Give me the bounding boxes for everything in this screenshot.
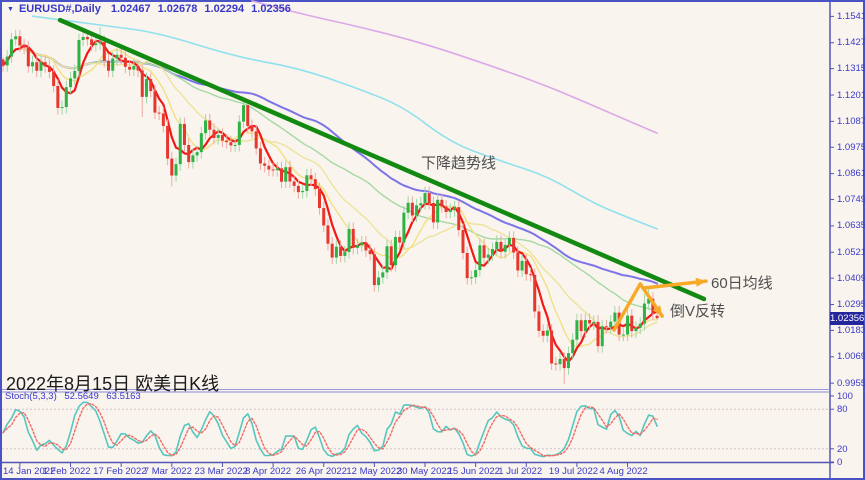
price-tick-label: 1.09750	[837, 141, 865, 153]
stoch-scale-label: 80	[837, 404, 848, 416]
ma60-label: 60日均线	[711, 275, 773, 292]
chart-title-bar: ▼ EURUSD#,Daily 1.02467 1.02678 1.02294 …	[7, 3, 298, 15]
time-tick-label: 8 Apr 2022	[245, 466, 292, 477]
reversal-label: 倒V反转	[670, 303, 726, 320]
time-tick-label: 14 Jan 2022	[3, 466, 56, 477]
time-tick-label: 1 Jul 2022	[498, 466, 543, 477]
ohlc-high: 1.02678	[157, 3, 198, 15]
time-tick-label: 17 Feb 2022	[93, 466, 147, 477]
ohlc-close: 1.02356	[251, 3, 291, 15]
ohlc-low: 1.02294	[204, 3, 245, 15]
trendline-label: 下降趋势线	[421, 155, 497, 172]
time-tick-label: 23 Mar 2022	[194, 466, 248, 477]
price-tick-label: 0.99550	[837, 377, 865, 389]
price-tick-label: 1.15410	[837, 10, 865, 22]
time-tick-label: 4 Aug 2022	[599, 466, 648, 477]
current-price-badge: 1.02356	[830, 311, 865, 325]
stoch-name: Stoch(5,3,3)	[5, 391, 57, 402]
time-tick-label: 15 Jun 2022	[447, 466, 500, 477]
price-tick-label: 1.02950	[837, 299, 865, 311]
time-tick-label: 19 Jul 2022	[548, 466, 599, 477]
symbol-title: EURUSD#,Daily	[18, 3, 101, 15]
time-tick-label: 7 Mar 2022	[143, 466, 192, 477]
time-tick-label: 26 Apr 2022	[295, 466, 347, 477]
stoch-k-value: 52.5649	[64, 391, 99, 402]
time-tick-label: 12 May 2022	[346, 466, 402, 477]
price-tick-label: 1.08610	[837, 168, 865, 180]
ohlc-open: 1.02467	[110, 3, 151, 15]
price-tick-label: 1.05210	[837, 246, 865, 258]
time-tick-label: 30 May 2022	[397, 466, 452, 477]
price-tick-label: 1.04090	[837, 272, 865, 284]
stoch-scale-label: 100	[837, 391, 853, 402]
date-caption: 2022年8月15日 欧美日K线	[6, 374, 220, 394]
symbol-dropdown-icon[interactable]: ▼	[7, 5, 14, 13]
price-tick-label: 1.12010	[837, 89, 865, 101]
stoch-d-value: 63.5163	[106, 391, 141, 402]
stoch-scale-label: 20	[837, 443, 848, 455]
time-tick-label: 1 Feb 2022	[42, 466, 91, 477]
price-tick-label: 1.07490	[837, 194, 865, 206]
stoch-indicator-label: Stoch(5,3,3) 52.5649 63.5163	[5, 391, 146, 402]
price-tick-label: 1.14270	[837, 37, 865, 49]
price-tick-label: 1.06350	[837, 220, 865, 232]
stoch-scale-label: 0	[837, 457, 843, 468]
price-tick-label: 1.10870	[837, 115, 865, 127]
price-tick-label: 1.01830	[837, 324, 865, 336]
price-tick-label: 1.13150	[837, 63, 865, 75]
